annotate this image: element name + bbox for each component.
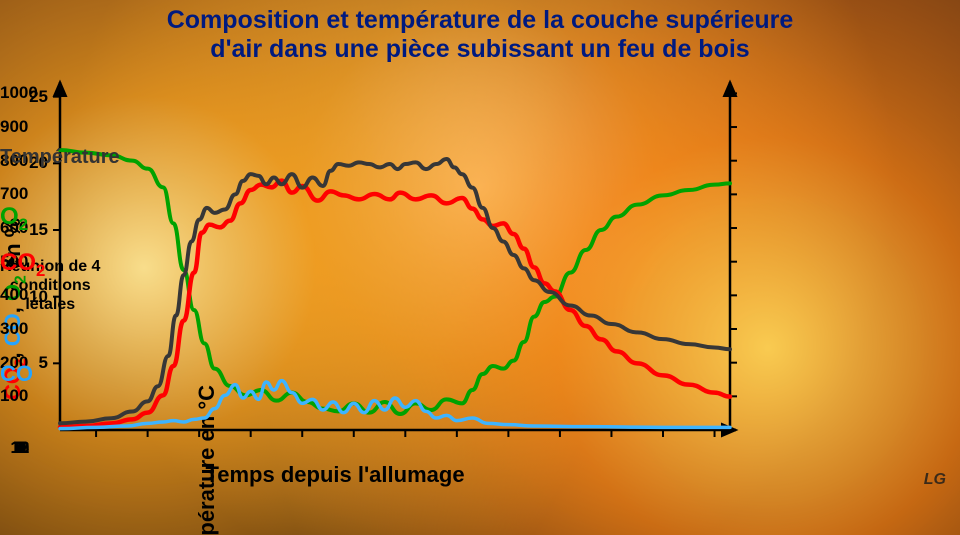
chart-title: Composition et température de la couche … — [0, 6, 960, 64]
series-label-Temp: Température — [0, 146, 120, 169]
author-initials: LG — [924, 471, 946, 489]
series-CO2 — [60, 181, 730, 428]
series-label-O2: O2 — [0, 203, 28, 231]
series-CO — [60, 381, 730, 429]
figure-root: Composition et température de la couche … — [0, 0, 960, 535]
series-label-CO2: CO2 — [0, 249, 45, 277]
series-label-CO: CO — [0, 361, 33, 387]
